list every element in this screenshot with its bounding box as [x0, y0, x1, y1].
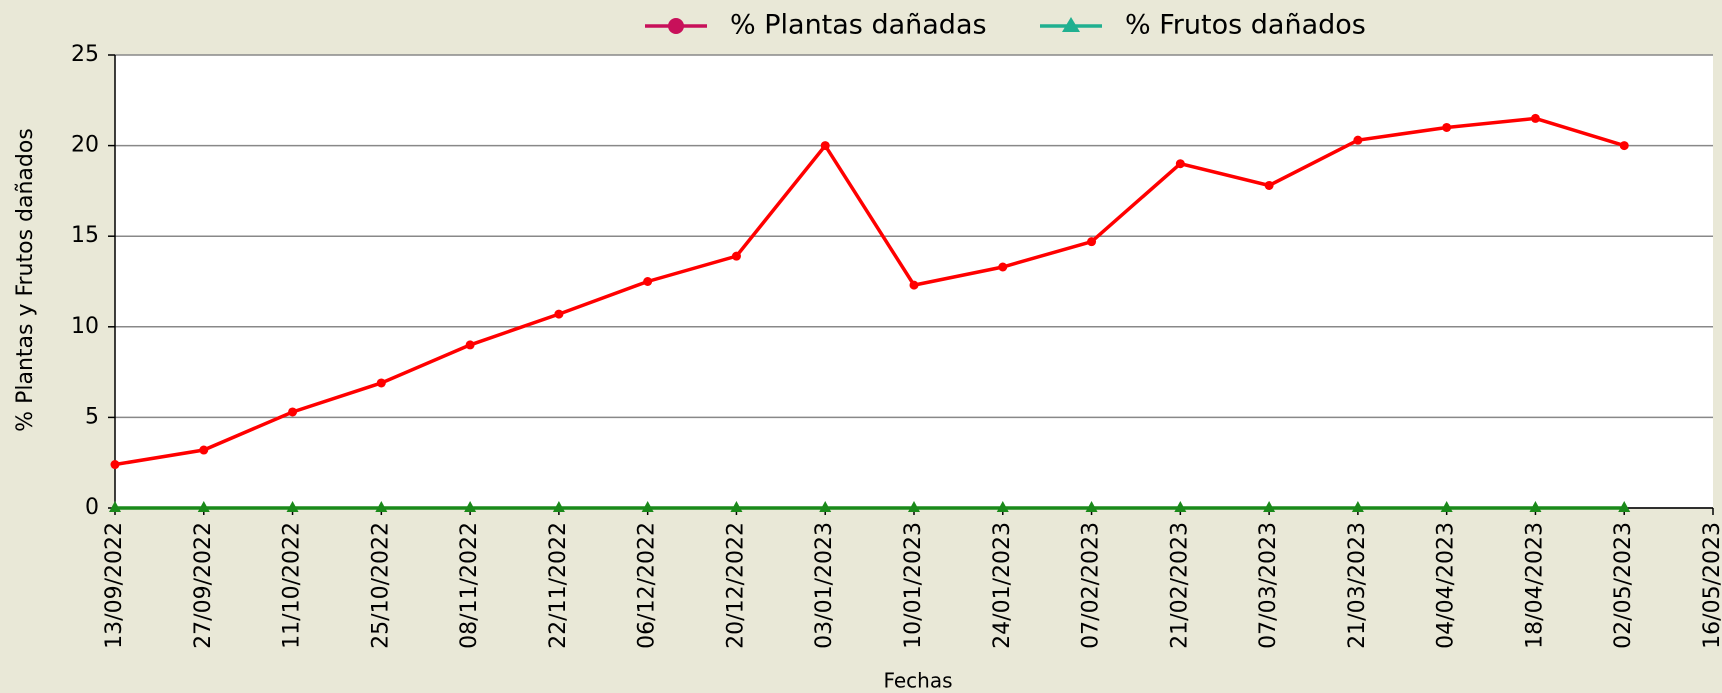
data-point [552, 501, 565, 512]
y-tick-label: 5 [85, 404, 99, 429]
data-point [1087, 237, 1097, 247]
data-point [1618, 501, 1631, 512]
data-point [1174, 501, 1187, 512]
data-point [1530, 113, 1540, 123]
x-tick-label: 24/01/2023 [990, 522, 1015, 649]
data-point [641, 501, 654, 512]
data-point [730, 501, 743, 512]
x-tick-label: 16/05/2023 [1700, 522, 1722, 649]
data-point [996, 501, 1009, 512]
y-tick-label: 15 [71, 223, 99, 248]
data-point [1442, 122, 1452, 132]
data-point [464, 501, 477, 512]
x-tick-label: 27/09/2022 [191, 522, 216, 649]
data-point [819, 501, 832, 512]
data-point [465, 340, 475, 350]
x-tick-label: 18/04/2023 [1522, 522, 1547, 649]
x-axis-title: Fechas [883, 669, 952, 693]
data-point [731, 251, 741, 261]
y-tick-label: 20 [71, 133, 99, 158]
data-point [1353, 135, 1363, 145]
data-point [820, 141, 830, 151]
data-point [1175, 159, 1185, 169]
x-tick-label: 21/02/2023 [1167, 522, 1192, 649]
data-point [909, 280, 919, 290]
data-point [199, 445, 209, 455]
data-point [286, 501, 299, 512]
x-tick-label: 07/02/2023 [1079, 522, 1104, 649]
data-point [1264, 180, 1274, 190]
data-point [1085, 501, 1098, 512]
data-point [1619, 141, 1629, 151]
data-point [908, 501, 920, 512]
x-tick-label: 20/12/2022 [723, 522, 748, 649]
x-tick-label: 10/01/2023 [901, 522, 926, 649]
legend-marker [1062, 17, 1080, 32]
x-tick-label: 06/12/2022 [635, 522, 660, 649]
y-tick-label: 0 [85, 495, 99, 520]
x-tick-label: 21/03/2023 [1345, 522, 1370, 649]
x-tick-label: 04/04/2023 [1434, 522, 1459, 649]
x-tick-label: 08/11/2022 [457, 522, 482, 649]
y-tick-label: 25 [71, 42, 99, 67]
legend-label: % Plantas dañadas [730, 10, 987, 41]
data-point [998, 262, 1008, 272]
x-tick-label: 02/05/2023 [1611, 522, 1636, 649]
data-point [1263, 501, 1276, 512]
x-tick-label: 11/10/2022 [280, 522, 305, 649]
data-point [1351, 501, 1364, 512]
data-point [1529, 501, 1542, 512]
data-point [554, 309, 564, 319]
y-axis-title: % Plantas y Frutos dañados [13, 128, 38, 432]
data-point [376, 378, 386, 388]
data-point [197, 501, 210, 512]
x-tick-label: 22/11/2022 [546, 522, 571, 649]
data-point [643, 277, 653, 286]
data-point [109, 501, 121, 512]
x-tick-label: 25/10/2022 [368, 522, 393, 649]
x-tick-label: 03/01/2023 [812, 522, 837, 649]
legend-label: % Frutos dañados [1125, 10, 1366, 41]
y-tick-label: 10 [71, 314, 99, 339]
data-point [1440, 501, 1453, 512]
series-line [114, 116, 1625, 467]
x-tick-label: 13/09/2022 [102, 522, 127, 649]
data-point [375, 501, 388, 512]
data-point [288, 407, 298, 417]
data-point [110, 460, 120, 470]
x-tick-label: 07/03/2023 [1256, 522, 1281, 649]
legend-marker [668, 18, 684, 34]
